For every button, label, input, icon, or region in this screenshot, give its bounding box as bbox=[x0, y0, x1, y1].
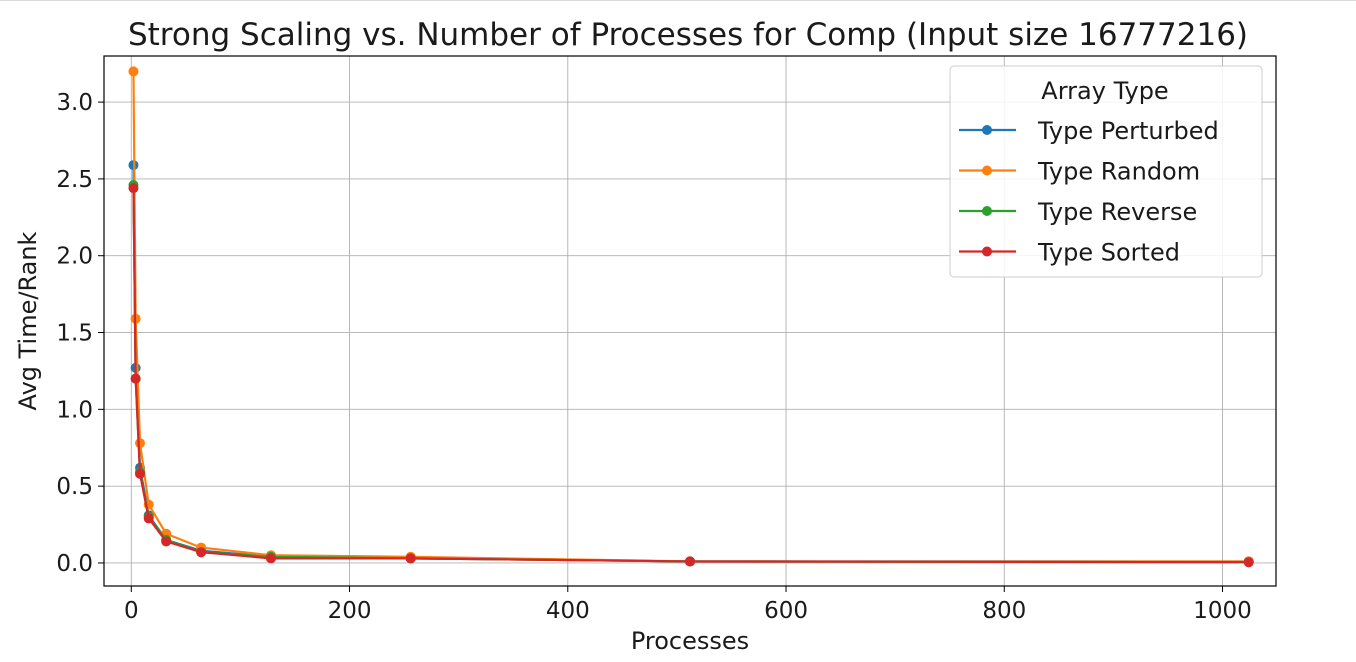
data-point-type-sorted bbox=[1243, 557, 1254, 568]
data-point-type-random bbox=[128, 66, 139, 77]
y-tick-label: 1.5 bbox=[56, 321, 93, 347]
data-point-type-sorted bbox=[135, 468, 146, 479]
x-tick-label: 200 bbox=[328, 598, 372, 624]
data-point-type-sorted bbox=[143, 513, 154, 524]
data-point-type-sorted bbox=[130, 373, 141, 384]
chart-title: Strong Scaling vs. Number of Processes f… bbox=[128, 17, 1248, 53]
y-tick-label: 0.5 bbox=[56, 474, 93, 500]
series-type-sorted bbox=[128, 183, 1254, 568]
data-point-type-sorted bbox=[265, 553, 276, 564]
x-tick-label: 1000 bbox=[1193, 598, 1252, 624]
x-tick-label: 400 bbox=[546, 598, 590, 624]
legend-label-type-sorted: Type Sorted bbox=[1037, 239, 1180, 267]
legend-label-type-perturbed: Type Perturbed bbox=[1037, 117, 1219, 145]
series-layer bbox=[128, 66, 1254, 568]
data-point-type-sorted bbox=[161, 536, 172, 547]
legend-label-type-random: Type Random bbox=[1037, 158, 1200, 186]
x-axis-label: Processes bbox=[631, 627, 749, 655]
legend-marker-type-sorted bbox=[982, 246, 992, 257]
y-tick-label: 0.0 bbox=[56, 551, 93, 577]
y-tick-label: 3.0 bbox=[56, 90, 93, 116]
legend-title: Array Type bbox=[1041, 77, 1168, 105]
legend-marker-type-reverse bbox=[982, 206, 992, 216]
y-tick-label: 2.5 bbox=[56, 167, 93, 193]
data-point-type-sorted bbox=[128, 183, 139, 194]
x-tick-label: 0 bbox=[124, 598, 139, 624]
data-point-type-sorted bbox=[685, 556, 695, 567]
plot-frame bbox=[103, 55, 1277, 587]
y-axis-label: Avg Time/Rank bbox=[14, 231, 42, 410]
y-tick-label: 2.0 bbox=[56, 244, 93, 270]
legend: Array Type Type Perturbed Type Random Type… bbox=[949, 65, 1263, 278]
legend-marker-type-random bbox=[982, 165, 992, 176]
legend-box bbox=[949, 65, 1263, 278]
top-border bbox=[0, 0, 1356, 1]
axis-ticks: 0 200 400 600 800 1000 0.0 0.5 1.0 1.5 2.0 2.5 3.0 bbox=[56, 90, 1251, 624]
series-line-type-sorted bbox=[132, 188, 1249, 564]
data-point-type-sorted bbox=[196, 547, 207, 558]
data-point-type-random bbox=[135, 438, 146, 449]
legend-label-type-reverse: Type Reverse bbox=[1037, 198, 1197, 226]
x-tick-label: 600 bbox=[764, 598, 808, 624]
data-point-type-sorted bbox=[405, 553, 416, 564]
y-tick-label: 1.0 bbox=[56, 397, 93, 423]
legend-marker-type-perturbed bbox=[982, 125, 992, 135]
x-tick-label: 800 bbox=[982, 598, 1026, 624]
